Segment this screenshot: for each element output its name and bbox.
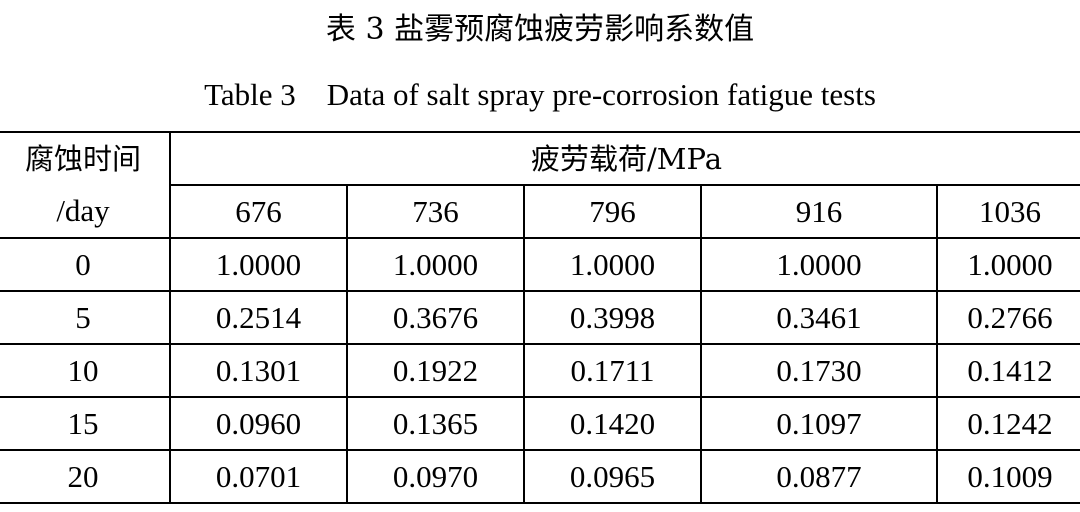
coefficient-cell: 0.3676	[346, 291, 524, 345]
corrosion-time-cell: 20	[0, 450, 170, 504]
coefficient-cell: 0.1242	[935, 397, 1080, 451]
coefficient-cell: 1.0000	[346, 238, 524, 292]
coefficient-cell: 0.2514	[169, 291, 347, 345]
coefficient-cell: 0.1730	[700, 344, 937, 398]
table-row: 0 1.0000 1.0000 1.0000 1.0000 1.0000	[0, 238, 1080, 292]
coefficient-cell: 1.0000	[523, 238, 701, 292]
coefficient-cell: 0.1097	[700, 397, 937, 451]
load-column-header: 916	[700, 185, 937, 239]
coefficient-cell: 0.1922	[346, 344, 524, 398]
coefficient-cell: 0.3998	[523, 291, 701, 345]
stub-header-top: 腐蚀时间	[0, 131, 170, 185]
load-column-header: 1036	[935, 185, 1080, 239]
fatigue-load-header: 疲劳载荷/MPa	[168, 131, 1080, 186]
coefficient-cell: 0.1711	[523, 344, 701, 398]
corrosion-time-label: 腐蚀时间	[24, 142, 141, 176]
table-row: 15 0.0960 0.1365 0.1420 0.1097 0.1242	[0, 397, 1080, 451]
coefficient-cell: 0.1412	[935, 344, 1080, 398]
corrosion-time-cell: 10	[0, 344, 170, 398]
coefficient-cell: 0.1301	[169, 344, 347, 398]
coefficient-cell: 1.0000	[935, 238, 1080, 292]
coefficient-cell: 0.1009	[935, 450, 1080, 504]
table-caption-chinese: 表 3 盐雾预腐蚀疲劳影响系数值	[325, 12, 755, 47]
coefficient-cell: 0.2766	[935, 291, 1080, 345]
coefficient-cell: 1.0000	[169, 238, 347, 292]
load-column-header: 676	[169, 185, 347, 239]
table-caption-english: Table 3 Data of salt spray pre-corrosion…	[204, 77, 876, 112]
coefficient-cell: 0.0965	[523, 450, 701, 504]
fatigue-data-table: 腐蚀时间 疲劳载荷/MPa /day 676 736 796 916 1036 …	[0, 131, 1080, 504]
table-row: 10 0.1301 0.1922 0.1711 0.1730 0.1412	[0, 344, 1080, 398]
load-column-header: 796	[523, 185, 701, 239]
corrosion-time-cell: 15	[0, 397, 170, 451]
coefficient-cell: 0.3461	[700, 291, 937, 345]
coefficient-cell: 1.0000	[700, 238, 937, 292]
load-column-header: 736	[346, 185, 524, 239]
coefficient-cell: 0.1365	[346, 397, 524, 451]
corrosion-time-cell: 5	[0, 291, 170, 345]
coefficient-cell: 0.0701	[169, 450, 347, 504]
table-row: 5 0.2514 0.3676 0.3998 0.3461 0.2766	[0, 291, 1080, 345]
header-row-1: 腐蚀时间 疲劳载荷/MPa	[0, 131, 1080, 186]
coefficient-cell: 0.0877	[700, 450, 937, 504]
coefficient-cell: 0.0970	[346, 450, 524, 504]
table-row: 20 0.0701 0.0970 0.0965 0.0877 0.1009	[0, 450, 1080, 504]
corrosion-time-cell: 0	[0, 238, 170, 292]
day-unit-label: /day	[0, 185, 170, 239]
coefficient-cell: 0.0960	[169, 397, 347, 451]
coefficient-cell: 0.1420	[523, 397, 701, 451]
header-row-2: /day 676 736 796 916 1036	[0, 185, 1080, 239]
